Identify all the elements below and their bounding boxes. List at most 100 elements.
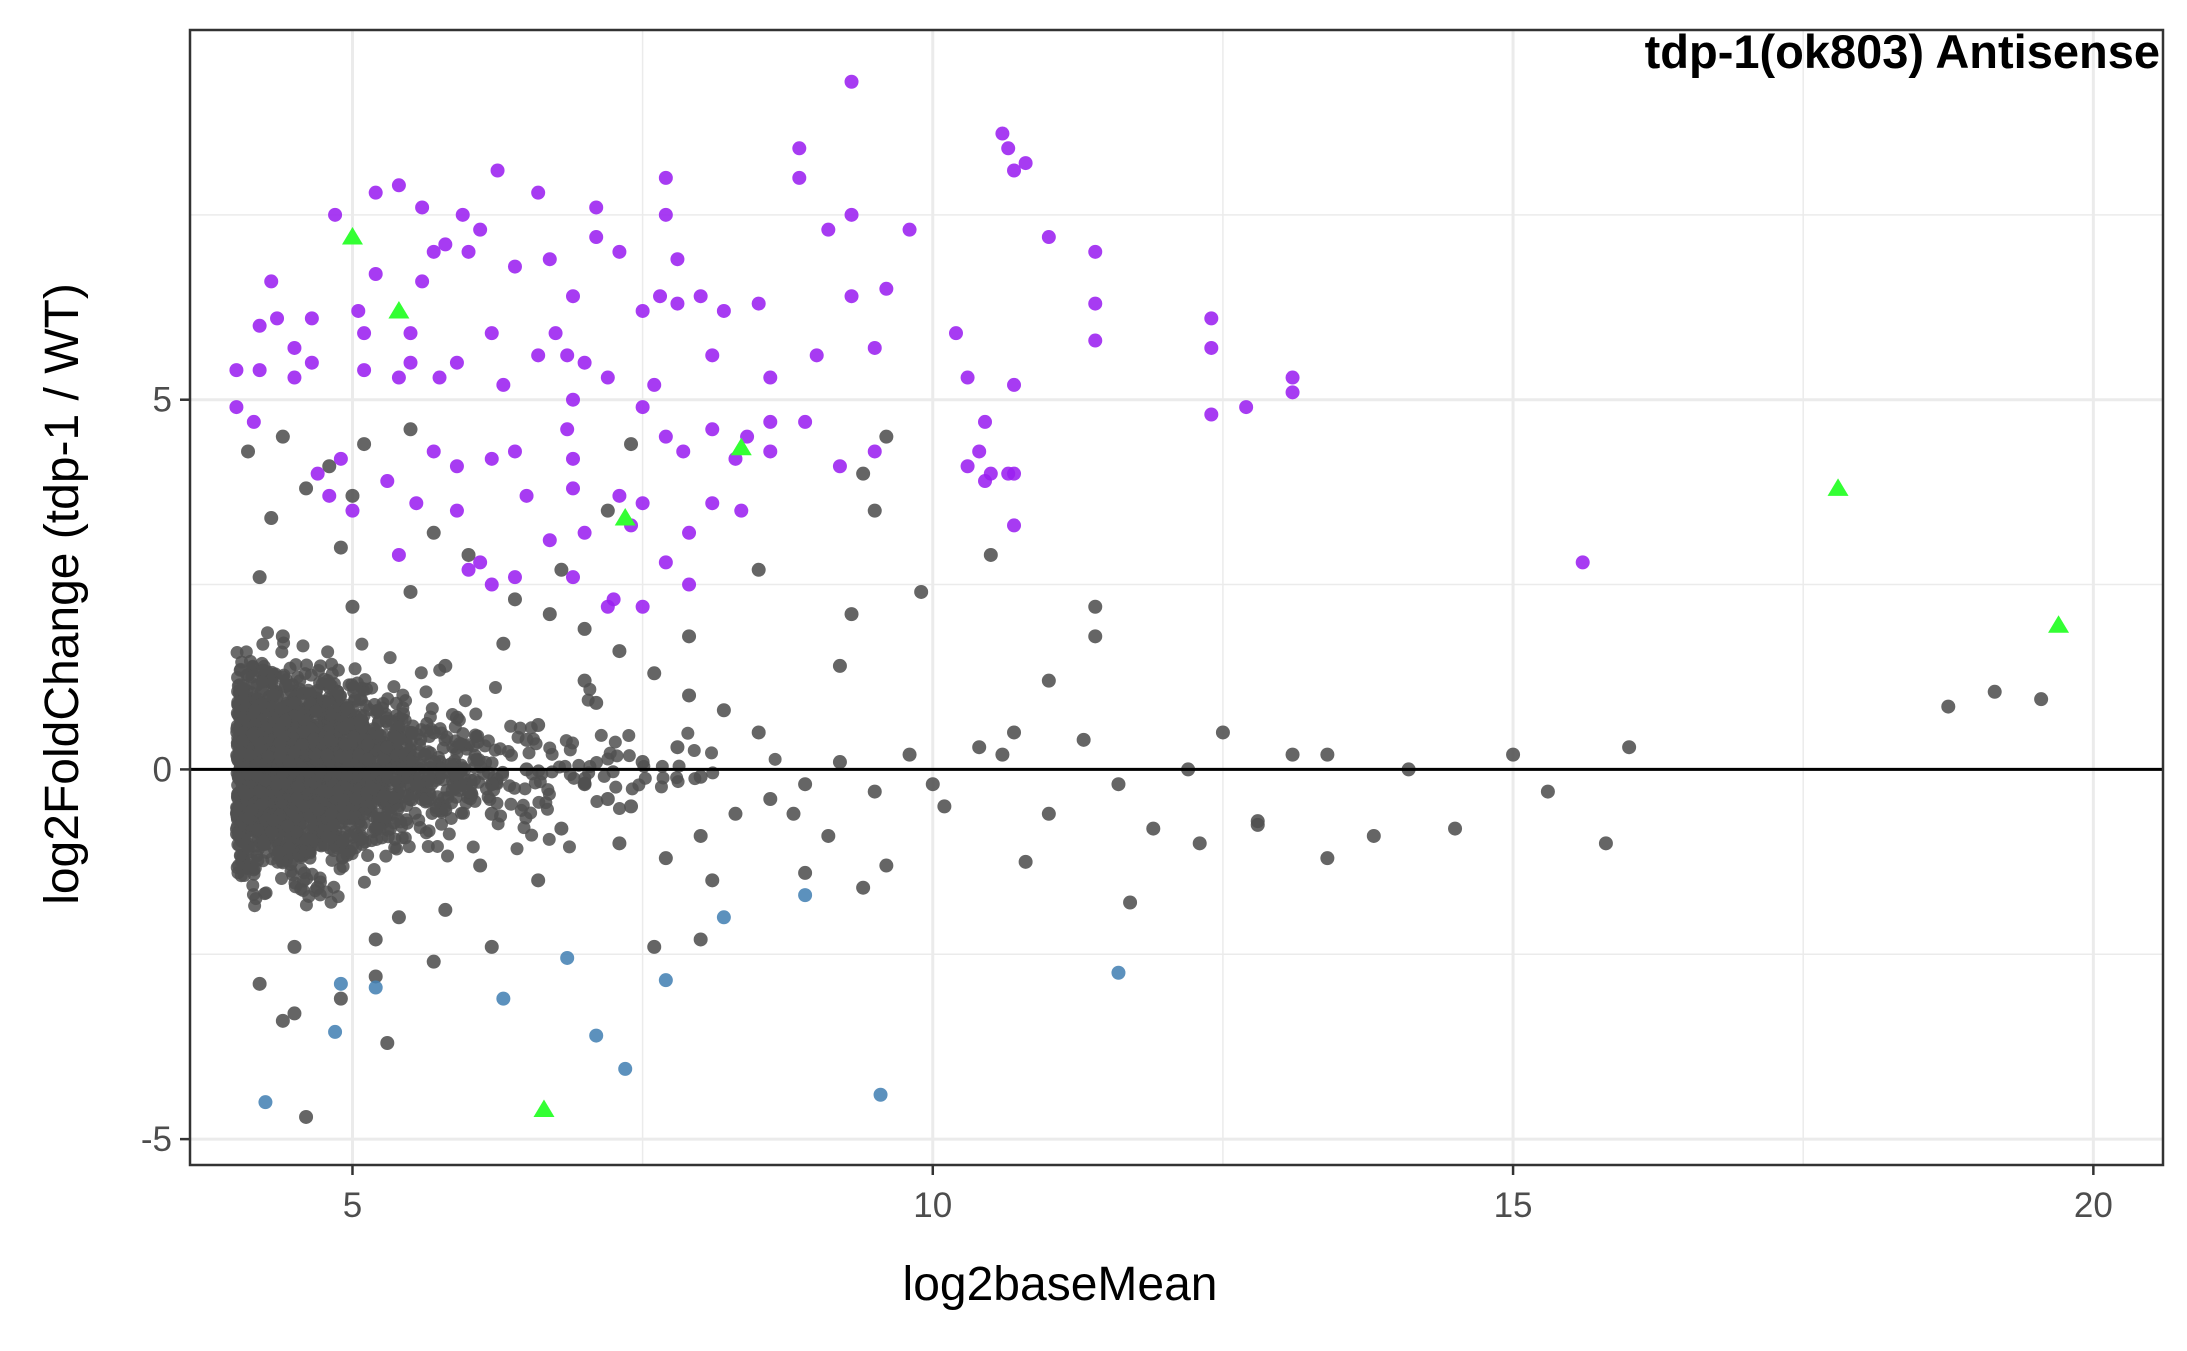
data-point bbox=[364, 781, 378, 795]
data-point bbox=[276, 670, 290, 684]
data-point bbox=[488, 743, 502, 757]
data-point bbox=[287, 939, 302, 954]
data-point bbox=[751, 725, 766, 740]
data-point bbox=[548, 326, 563, 341]
data-point bbox=[676, 444, 691, 459]
data-point bbox=[624, 437, 639, 452]
data-point bbox=[454, 806, 468, 820]
data-point bbox=[328, 1024, 343, 1039]
data-point bbox=[484, 806, 499, 821]
data-point bbox=[612, 244, 627, 259]
data-point bbox=[565, 289, 580, 304]
data-point bbox=[531, 185, 546, 200]
data-point bbox=[434, 817, 448, 831]
data-point bbox=[600, 791, 615, 806]
data-point bbox=[682, 629, 697, 644]
data-point bbox=[287, 340, 302, 355]
data-point bbox=[1204, 407, 1219, 422]
data-point bbox=[241, 444, 256, 459]
data-point bbox=[554, 821, 569, 836]
data-point bbox=[658, 207, 673, 222]
data-point bbox=[612, 802, 626, 816]
data-point bbox=[879, 281, 894, 296]
data-point bbox=[275, 629, 290, 644]
data-point bbox=[403, 584, 418, 599]
data-point bbox=[301, 683, 315, 697]
data-point bbox=[693, 828, 708, 843]
data-point bbox=[867, 340, 882, 355]
data-point bbox=[740, 429, 755, 444]
data-point bbox=[978, 414, 993, 429]
data-point bbox=[230, 800, 244, 814]
data-point bbox=[504, 719, 518, 733]
data-point bbox=[1001, 141, 1016, 156]
data-point bbox=[287, 1006, 302, 1021]
data-point bbox=[510, 842, 524, 856]
data-point bbox=[320, 830, 334, 844]
data-point bbox=[275, 1013, 290, 1028]
data-point bbox=[281, 819, 295, 833]
data-point bbox=[622, 729, 636, 743]
data-point bbox=[1448, 821, 1463, 836]
data-point bbox=[426, 954, 441, 969]
data-point bbox=[658, 170, 673, 185]
data-point bbox=[300, 658, 314, 672]
data-point bbox=[289, 658, 303, 672]
data-point bbox=[594, 728, 608, 742]
y-tick-label: 0 bbox=[153, 750, 172, 789]
data-point-highlight bbox=[341, 227, 363, 245]
data-point bbox=[379, 849, 393, 863]
data-point bbox=[340, 701, 354, 715]
data-point bbox=[600, 370, 615, 385]
data-point bbox=[461, 244, 476, 259]
data-point bbox=[583, 760, 597, 774]
data-point bbox=[345, 488, 360, 503]
data-point bbox=[287, 725, 302, 740]
data-point bbox=[1192, 836, 1207, 851]
data-point bbox=[484, 577, 499, 592]
data-point bbox=[426, 525, 441, 540]
data-point bbox=[357, 363, 372, 378]
data-point bbox=[316, 784, 330, 798]
data-point bbox=[518, 782, 532, 796]
data-point bbox=[960, 459, 975, 474]
data-point bbox=[531, 873, 546, 888]
data-point bbox=[682, 577, 697, 592]
data-point bbox=[275, 799, 290, 814]
data-point bbox=[902, 747, 917, 762]
data-point bbox=[1088, 599, 1103, 614]
data-point bbox=[763, 444, 778, 459]
data-point bbox=[442, 827, 456, 841]
data-point bbox=[609, 780, 623, 794]
data-point bbox=[496, 991, 511, 1006]
data-point bbox=[612, 488, 627, 503]
data-point bbox=[234, 746, 248, 760]
data-point bbox=[322, 459, 337, 474]
data-point bbox=[1598, 836, 1613, 851]
data-point bbox=[647, 939, 662, 954]
data-point bbox=[565, 392, 580, 407]
data-point bbox=[273, 748, 287, 762]
data-point bbox=[336, 859, 350, 873]
data-point bbox=[705, 873, 720, 888]
data-point bbox=[455, 207, 470, 222]
data-point bbox=[1018, 854, 1033, 869]
data-point bbox=[336, 793, 350, 807]
data-point bbox=[326, 818, 340, 832]
data-point bbox=[245, 670, 259, 684]
data-point bbox=[484, 777, 499, 792]
data-point bbox=[716, 910, 731, 925]
data-point bbox=[716, 703, 731, 718]
data-point bbox=[365, 681, 379, 695]
data-point bbox=[844, 74, 859, 89]
data-point bbox=[484, 451, 499, 466]
y-axis-ticks: -5 0 5 bbox=[141, 381, 190, 1159]
data-point bbox=[322, 718, 337, 733]
data-point bbox=[1987, 684, 2002, 699]
data-point bbox=[1366, 828, 1381, 843]
data-point bbox=[349, 792, 363, 806]
data-point bbox=[275, 872, 289, 886]
data-point bbox=[230, 646, 244, 660]
data-point bbox=[310, 880, 325, 895]
data-point bbox=[469, 707, 483, 721]
